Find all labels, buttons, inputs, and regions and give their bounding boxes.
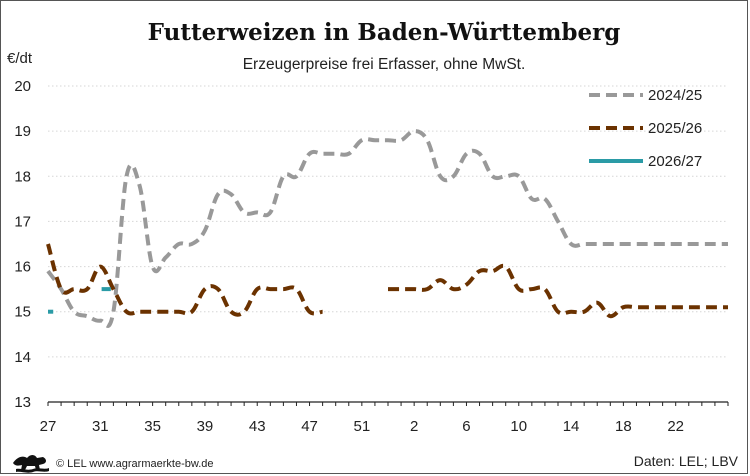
legend: 2024/25 2025/26 2026/27 [589,87,702,170]
y-axis-unit-label: €/dt [7,50,33,67]
x-tick-label: 18 [615,418,632,435]
y-tick-label: 20 [14,78,31,95]
axes [47,401,729,406]
x-tick-label: 43 [249,418,266,435]
legend-label-2025-26: 2025/26 [648,120,702,137]
x-tick-label: 10 [510,418,527,435]
series-lines [46,129,729,328]
x-tick-label: 51 [354,418,371,435]
y-tick-label: 15 [14,304,31,321]
legend-label-2026-27: 2026/27 [648,153,702,170]
x-tick-label: 35 [144,418,161,435]
y-tick-label: 18 [14,168,31,185]
y-tick-label: 14 [14,349,31,366]
baden-wuerttemberg-lion-logo-icon [13,455,49,473]
y-tick-label: 16 [14,259,31,276]
x-tick-label: 47 [301,418,318,435]
series-line-2025-26 [387,263,729,319]
y-tick-label: 17 [14,213,31,230]
data-source-text: Daten: LEL; LBV [634,453,739,469]
series-line-2024-25 [46,129,728,328]
series-line-2025-26 [46,243,323,317]
chart-title: Futterweizen in Baden-Württemberg [148,19,621,46]
x-tick-label: 31 [92,418,109,435]
copyright-text: © LEL www.agrarmaerkte-bw.de [56,458,214,470]
x-tick-label: 6 [462,418,470,435]
x-tick-label: 14 [563,418,580,435]
x-tick-label: 27 [40,418,57,435]
y-tick-labels: 13 14 15 16 17 18 19 20 [14,78,31,411]
legend-label-2024-25: 2024/25 [648,87,702,104]
x-tick-label: 2 [410,418,418,435]
x-tick-label: 22 [667,418,684,435]
y-tick-label: 13 [14,394,31,411]
chart-subtitle: Erzeugerpreise frei Erfasser, ohne MwSt. [243,56,526,73]
x-tick-label: 39 [197,418,214,435]
y-tick-label: 19 [14,123,31,140]
x-tick-labels: 27 31 35 39 43 47 51 2 6 10 14 18 22 [40,418,684,435]
